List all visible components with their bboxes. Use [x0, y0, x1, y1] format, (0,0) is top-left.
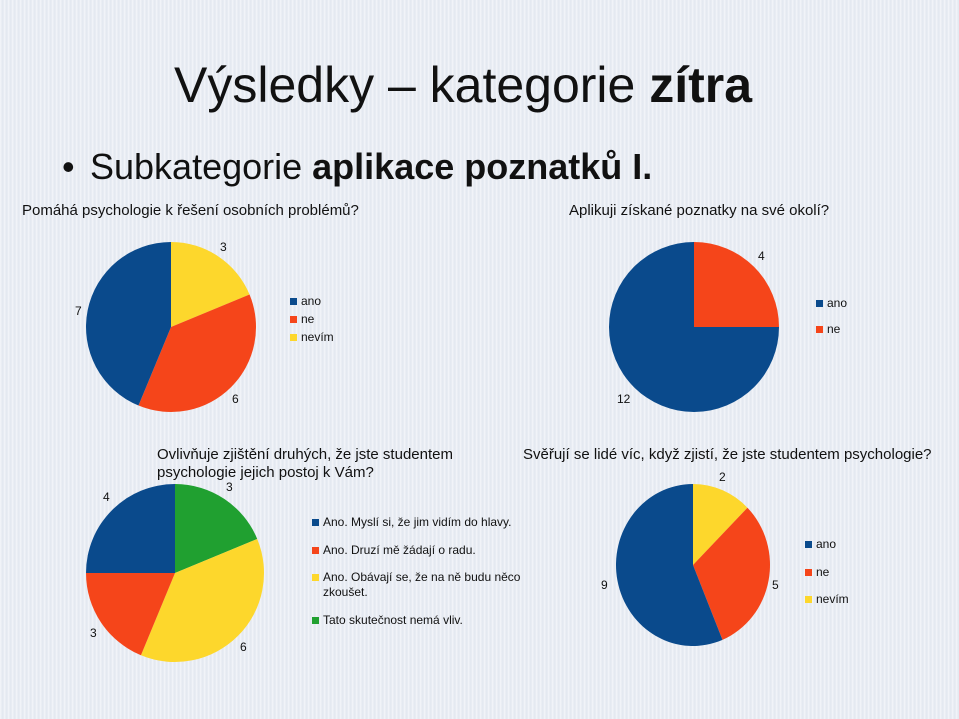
bullet-icon: • — [62, 146, 75, 187]
legend-swatch — [816, 300, 823, 307]
chart-2-title: Aplikuji získané poznatky na své okolí? — [569, 202, 830, 219]
chart-2-label-ano: 12 — [617, 392, 631, 406]
pie-slice-nevím — [693, 484, 748, 565]
chart-1-title: Pomáhá psychologie k řešení osobních pro… — [22, 202, 359, 219]
pie-slice-tato-skutečnost-nemá — [175, 484, 258, 573]
legend-swatch — [312, 617, 319, 624]
legend-swatch — [805, 569, 812, 576]
legend-label: ano — [827, 296, 848, 310]
legend-label: nevím — [816, 592, 849, 606]
chart-2-label-ne: 4 — [758, 249, 765, 263]
pie-slice-ano-obávají-se-že- — [140, 538, 264, 662]
chart-3-label-green: 3 — [226, 480, 233, 494]
pie-slice-nevím — [171, 242, 250, 327]
legend-swatch — [805, 541, 812, 548]
chart-3-label-red: 3 — [90, 626, 97, 640]
pie-slice-ano-myslí-si-že-ji — [86, 484, 175, 573]
chart-4-label-ano: 9 — [601, 578, 608, 592]
legend-swatch — [312, 519, 319, 526]
legend-swatch — [290, 298, 297, 305]
legend-label: nevím — [301, 330, 334, 344]
chart-4-pie — [616, 484, 770, 646]
chart-1-label-ano: 7 — [75, 304, 82, 318]
legend-swatch — [805, 596, 812, 603]
legend-swatch — [816, 326, 823, 333]
legend-swatch — [290, 316, 297, 323]
legend-label: Ano. Druzí mě žádají o radu. — [323, 543, 476, 557]
legend-label: ano — [816, 537, 837, 551]
legend-swatch — [290, 334, 297, 341]
title-regular: Výsledky – kategorie — [174, 57, 650, 113]
legend-label: ne — [827, 322, 841, 336]
slide-title: Výsledky – kategorie zítra — [174, 56, 752, 114]
chart-1-pie — [86, 242, 256, 412]
title-bold: zítra — [649, 57, 753, 113]
pie-slice-ano — [86, 242, 171, 406]
legend-label: ano — [301, 294, 322, 308]
subtitle-text: Subkategorie aplikace poznatků I. — [90, 146, 652, 188]
subtitle-bold: aplikace poznatků I. — [312, 146, 653, 187]
pie-slice-ne — [138, 294, 256, 412]
legend-swatch — [312, 574, 319, 581]
pie-slice-ne — [693, 507, 770, 640]
pie-slice-ano — [609, 242, 779, 412]
chart-4-label-ne: 5 — [772, 578, 779, 592]
legend-label: ne — [301, 312, 315, 326]
chart-3-label-blue: 4 — [103, 490, 110, 504]
chart-4-label-nevim: 2 — [719, 470, 726, 484]
legend-swatch — [312, 547, 319, 554]
legend-label: Ano. Myslí si, že jim vidím do hlavy. — [323, 515, 512, 529]
chart-1-label-ne: 6 — [232, 392, 239, 406]
chart-4-title: Svěřují se lidé víc, když zjistí, že jst… — [523, 446, 932, 463]
chart-3-title: Ovlivňuje zjištění druhých, že jste stud… — [157, 446, 453, 481]
chart-2-pie — [609, 242, 779, 412]
legend-label: Tato skutečnost nemá vliv. — [323, 613, 463, 627]
pie-slice-ano-druzí-mě-žádají — [86, 573, 175, 656]
legend-label: Ano. Obávají se, že na ně budu něco zkou… — [323, 570, 521, 599]
pie-slice-ano — [616, 484, 723, 646]
subtitle-regular: Subkategorie — [90, 146, 313, 187]
chart-1-label-nevim: 3 — [220, 240, 227, 254]
chart-3-label-yellow: 6 — [240, 640, 247, 654]
chart-3-pie — [86, 484, 264, 662]
legend-label: ne — [816, 565, 830, 579]
pie-slice-ne — [694, 242, 779, 327]
